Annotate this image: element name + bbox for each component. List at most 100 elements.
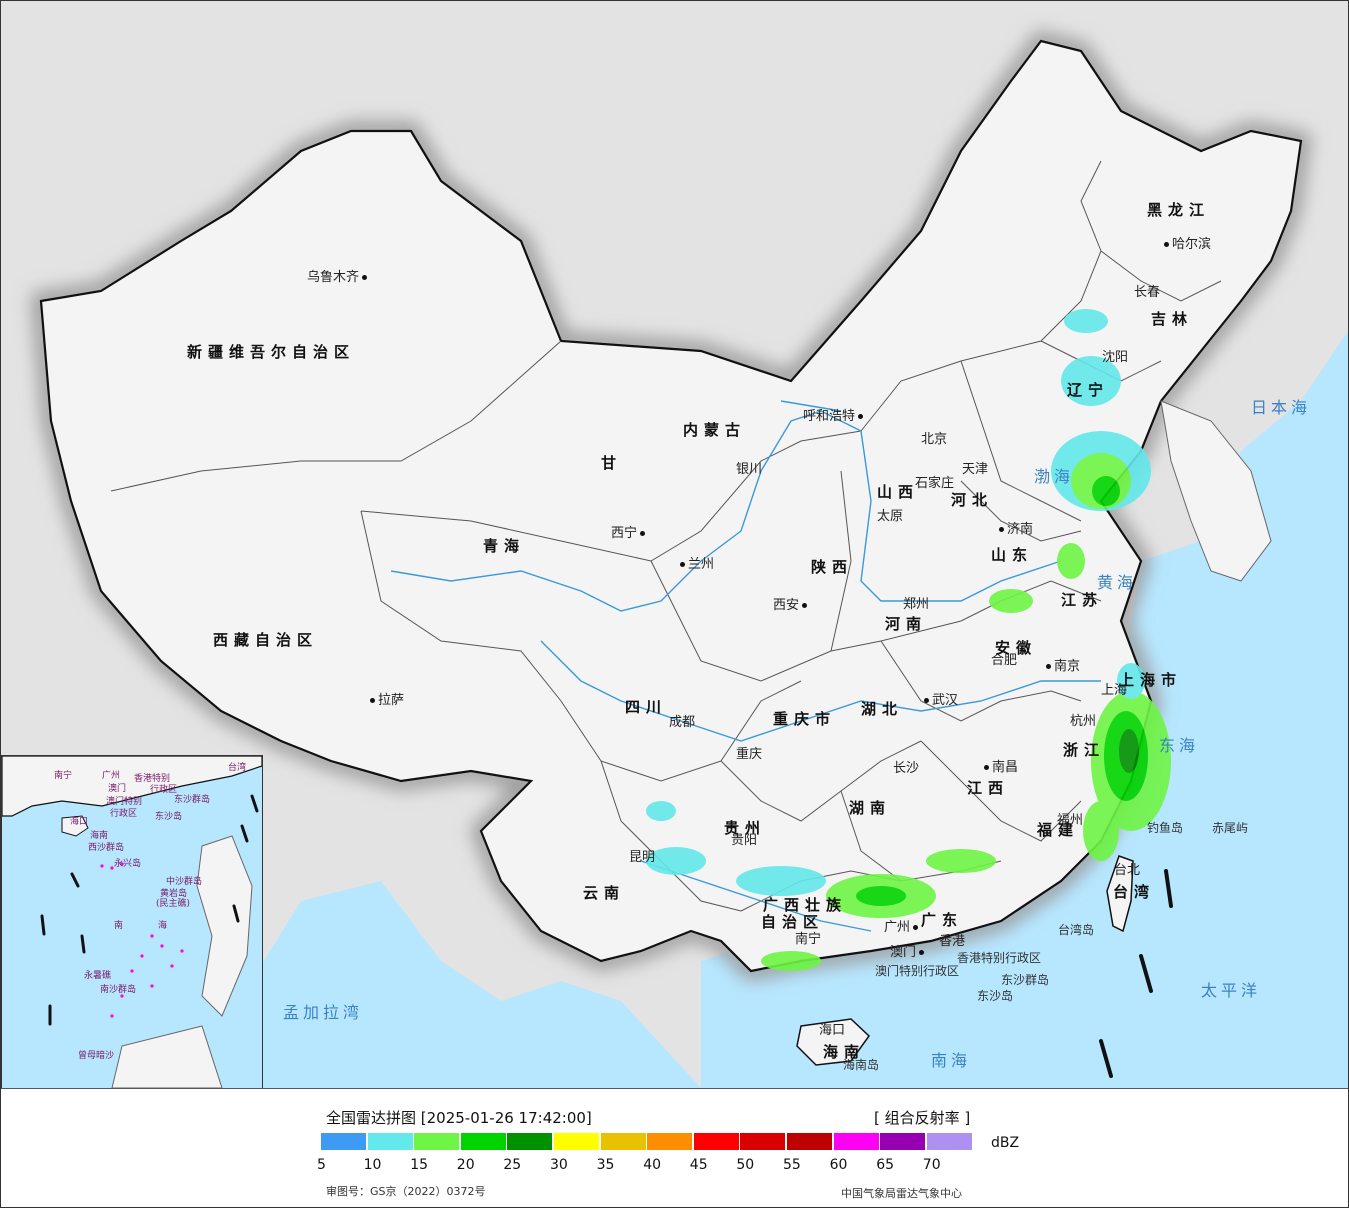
inset-label: 澳门 [108, 784, 127, 794]
city-label: 北京 [921, 433, 947, 447]
city-label: 长沙 [893, 762, 919, 776]
island-label: 赤尾屿 [1212, 821, 1249, 835]
province-label: 自治区 [761, 913, 825, 931]
province-label: 云南 [583, 884, 626, 902]
city-dot [370, 698, 375, 703]
province-label: 江苏 [1061, 591, 1104, 609]
inset-label: 台湾 [228, 763, 247, 773]
city-label: 哈尔滨 [1161, 238, 1211, 252]
review-number: 审图号：GS京（2022）0372号 [326, 1185, 486, 1198]
province-label: 青海 [483, 537, 526, 555]
color-swatch [693, 1133, 739, 1150]
city-name: 海口 [819, 1023, 846, 1038]
color-swatch [600, 1133, 646, 1150]
city-name: 长沙 [893, 761, 920, 776]
inset-philippines [196, 835, 253, 1017]
color-swatch [740, 1133, 786, 1150]
inset-label: 海 [158, 921, 168, 931]
province-label: 浙江 [1063, 741, 1106, 759]
city-dot [802, 603, 808, 608]
city-name: 香港 [939, 934, 966, 949]
inset-label: 行政区 [150, 785, 178, 795]
sea-label: 渤海 [1034, 467, 1075, 486]
province-label: 内蒙古 [683, 421, 747, 439]
inset-label: 东沙群岛 [174, 795, 211, 805]
city-name: 台北 [1114, 863, 1141, 878]
inset-dashes [40, 794, 259, 1026]
province-boundaries [110, 160, 1222, 912]
province-label: 广西壮族 [763, 896, 848, 914]
inset-label: 南沙群岛 [100, 985, 137, 995]
city-label: 重庆 [736, 748, 762, 762]
city-label: 南昌 [981, 761, 1018, 775]
city-label: 沈阳 [1102, 351, 1128, 365]
city-name: 西安 [773, 598, 800, 613]
province-label: 贵州 [724, 819, 767, 837]
legend-panel: 全国雷达拼图 [2025-01-26 17:42:00] [ 组合反射率 ] d… [1, 1088, 1348, 1207]
province-label: 西藏自治区 [213, 631, 319, 649]
inset-canvas [2, 756, 262, 1088]
city-name: 天津 [962, 462, 989, 477]
city-dot [913, 925, 919, 930]
city-name: 合肥 [991, 653, 1018, 668]
province-label: 辽宁 [1067, 381, 1110, 399]
island-label: 澳门特别行政区 [875, 964, 960, 978]
province-label: 江西 [967, 779, 1010, 797]
city-name: 南宁 [795, 932, 822, 947]
city-label: 合肥 [991, 654, 1017, 668]
city-name: 成都 [669, 715, 696, 730]
inset-label: 行政区 [110, 809, 138, 819]
island-label: 台湾岛 [1058, 923, 1095, 937]
sea-label: 南海 [931, 1051, 972, 1070]
inset-label: 东沙岛 [155, 812, 183, 822]
city-label: 台北 [1114, 864, 1140, 878]
color-swatch [367, 1133, 413, 1150]
inset-borneo [111, 1025, 223, 1088]
south-china-sea-inset[interactable]: 广州 南宁 澳门 香港特别 行政区 澳门特别 行政区 东沙群岛 东沙岛 台湾 海口 海南 西沙群岛 永兴岛… [1, 755, 263, 1089]
city-name: 澳门 [890, 945, 917, 960]
province-label: 河北 [951, 491, 994, 509]
ocean-west [251, 881, 701, 1088]
scale-tick: 65 [876, 1157, 895, 1173]
city-label: 郑州 [903, 598, 929, 612]
color-swatch [880, 1133, 926, 1150]
province-label: 山西 [877, 483, 920, 501]
sea-label: 太平洋 [1201, 981, 1262, 1000]
color-swatch [833, 1133, 879, 1150]
province-label: 上海市 [1119, 671, 1183, 689]
city-dot [858, 414, 864, 419]
province-label: 甘 [601, 454, 623, 472]
scale-ticks: 5 10 15 20 25 30 35 40 45 50 55 60 65 70 [313, 1157, 963, 1175]
city-label: 呼和浩特 [803, 410, 866, 424]
color-swatch [786, 1133, 832, 1150]
city-label: 乌鲁木齐 [307, 271, 370, 285]
city-label: 澳门 [890, 946, 927, 960]
inset-mainland [2, 756, 262, 817]
city-name: 太原 [877, 509, 904, 524]
scale-tick: 60 [829, 1157, 848, 1173]
province-label: 安徽 [995, 639, 1038, 657]
ocean [701, 331, 1348, 1088]
legend-title: 全国雷达拼图 [2025-01-26 17:42:00] [326, 1109, 592, 1127]
inset-label: 香港特别 [134, 774, 171, 784]
city-dot [919, 950, 925, 955]
scale-tick: 25 [503, 1157, 522, 1173]
scale-tick: 50 [736, 1157, 755, 1173]
city-label: 香港 [939, 935, 965, 949]
city-dot [680, 562, 685, 567]
city-dot [984, 765, 989, 770]
city-dot [1164, 242, 1169, 247]
city-name: 杭州 [1070, 714, 1097, 729]
scale-tick: 55 [783, 1157, 801, 1173]
city-name: 兰州 [688, 557, 715, 572]
city-label: 海口 [819, 1024, 845, 1038]
city-name: 沈阳 [1102, 350, 1129, 365]
color-swatch [926, 1133, 972, 1150]
inset-label: 永兴岛 [114, 859, 142, 869]
province-label: 福建 [1037, 821, 1080, 839]
city-dot [1046, 664, 1051, 669]
radar-map[interactable]: 乌鲁木齐 拉萨 西宁 兰州 银川 呼和浩特 北京 天津 石家庄 太原 济南 郑州 西安 合肥 南京 上海 杭州 武… [1, 1, 1348, 1089]
city-name: 呼和浩特 [803, 409, 856, 424]
city-dot [640, 531, 646, 536]
scale-tick: 5 [317, 1157, 326, 1173]
